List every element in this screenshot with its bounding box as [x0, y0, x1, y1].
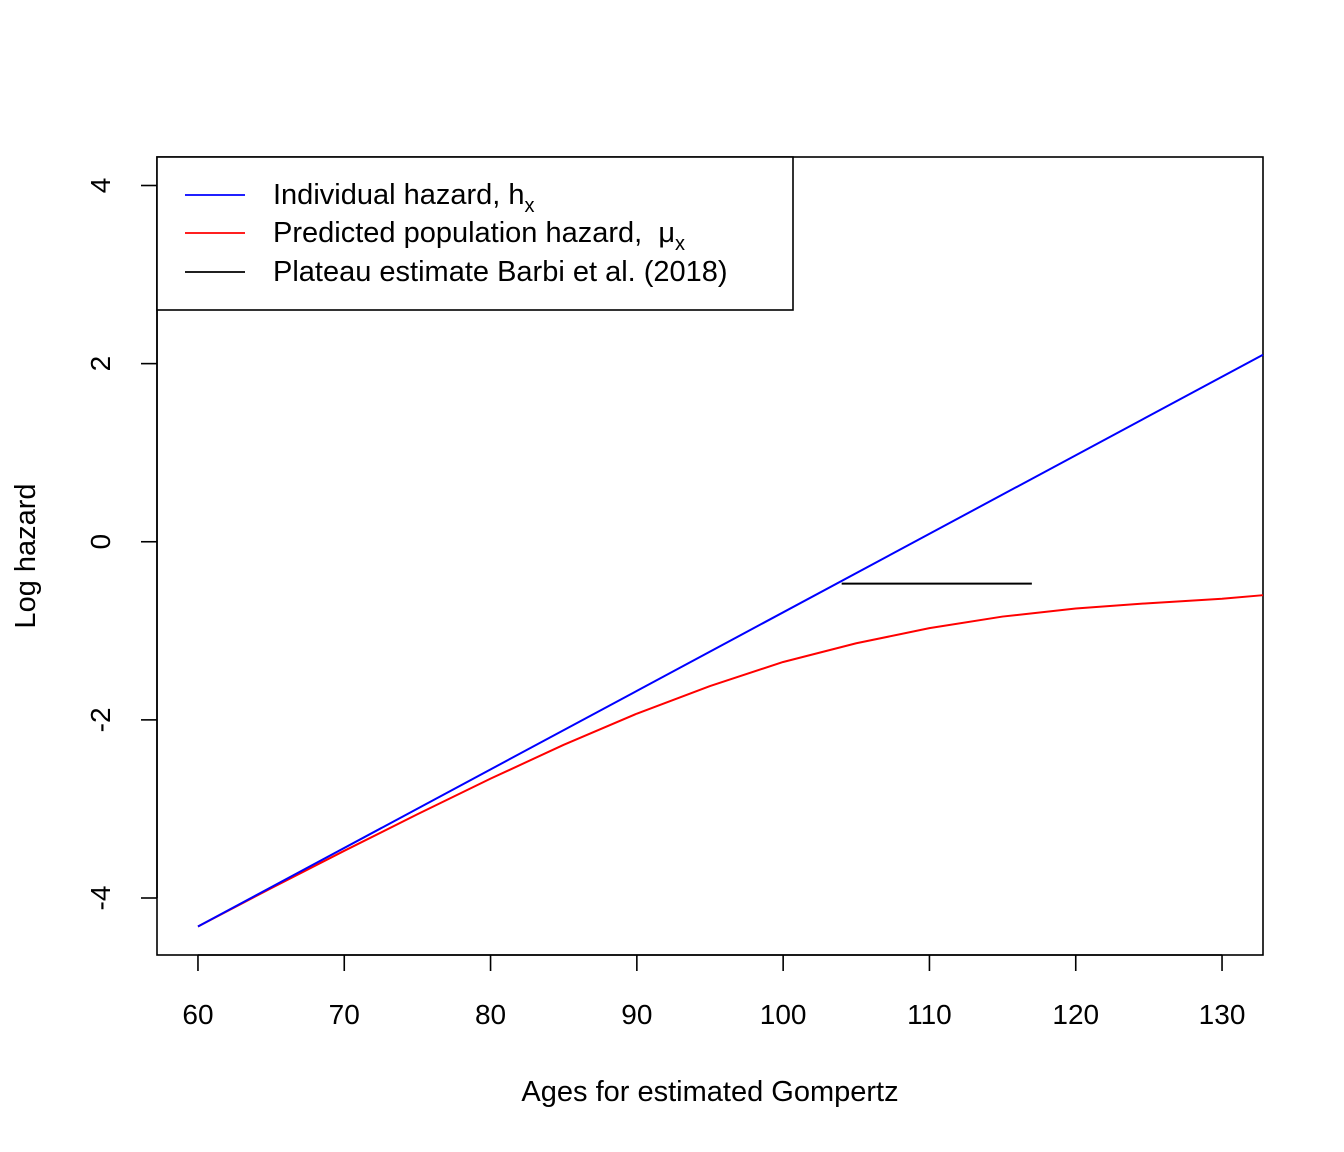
series-individual-hazard — [197, 353, 1264, 928]
x-tick-label-100: 100 — [760, 999, 807, 1030]
legend-label-population-hazard-symbol: μ — [658, 217, 675, 249]
legend: Individual hazard, hx Predicted populati… — [156, 156, 794, 311]
legend-label-individual-hazard: Individual hazard, hx — [273, 179, 535, 217]
y-axis: -4 -2 0 2 4 — [85, 178, 158, 911]
y-tick-label-4: 4 — [85, 178, 116, 194]
y-tick-label-2: 2 — [85, 356, 116, 372]
x-tick-label-60: 60 — [182, 999, 213, 1030]
x-tick-label-90: 90 — [621, 999, 652, 1030]
x-tick-label-120: 120 — [1052, 999, 1099, 1030]
y-axis-title: Log hazard — [10, 483, 42, 628]
legend-label-population-hazard: Predicted population hazard, μx — [273, 217, 685, 255]
legend-label-individual-hazard-symbol: h — [508, 179, 524, 211]
y-tick-label--4: -4 — [85, 886, 116, 911]
x-tick-label-80: 80 — [475, 999, 506, 1030]
legend-label-individual-hazard-subscript: x — [525, 195, 535, 217]
x-tick-label-110: 110 — [907, 999, 952, 1030]
legend-label-plateau-estimate: Plateau estimate Barbi et al. (2018) — [273, 256, 728, 288]
legend-label-population-hazard-name: Predicted population hazard, — [273, 217, 642, 249]
y-tick-label--2: -2 — [85, 707, 116, 732]
legend-label-population-hazard-subscript: x — [675, 233, 685, 255]
x-axis: 60 70 80 90 100 110 120 130 — [182, 954, 1246, 1030]
x-axis-title: Ages for estimated Gompertz — [521, 1076, 898, 1108]
legend-label-individual-hazard-name: Individual hazard, — [273, 179, 500, 211]
y-tick-label-0: 0 — [85, 534, 116, 550]
series-population-hazard — [197, 594, 1264, 928]
legend-box — [156, 156, 794, 311]
x-tick-label-130: 130 — [1199, 999, 1246, 1030]
x-tick-label-70: 70 — [329, 999, 360, 1030]
series-layer — [197, 353, 1264, 928]
